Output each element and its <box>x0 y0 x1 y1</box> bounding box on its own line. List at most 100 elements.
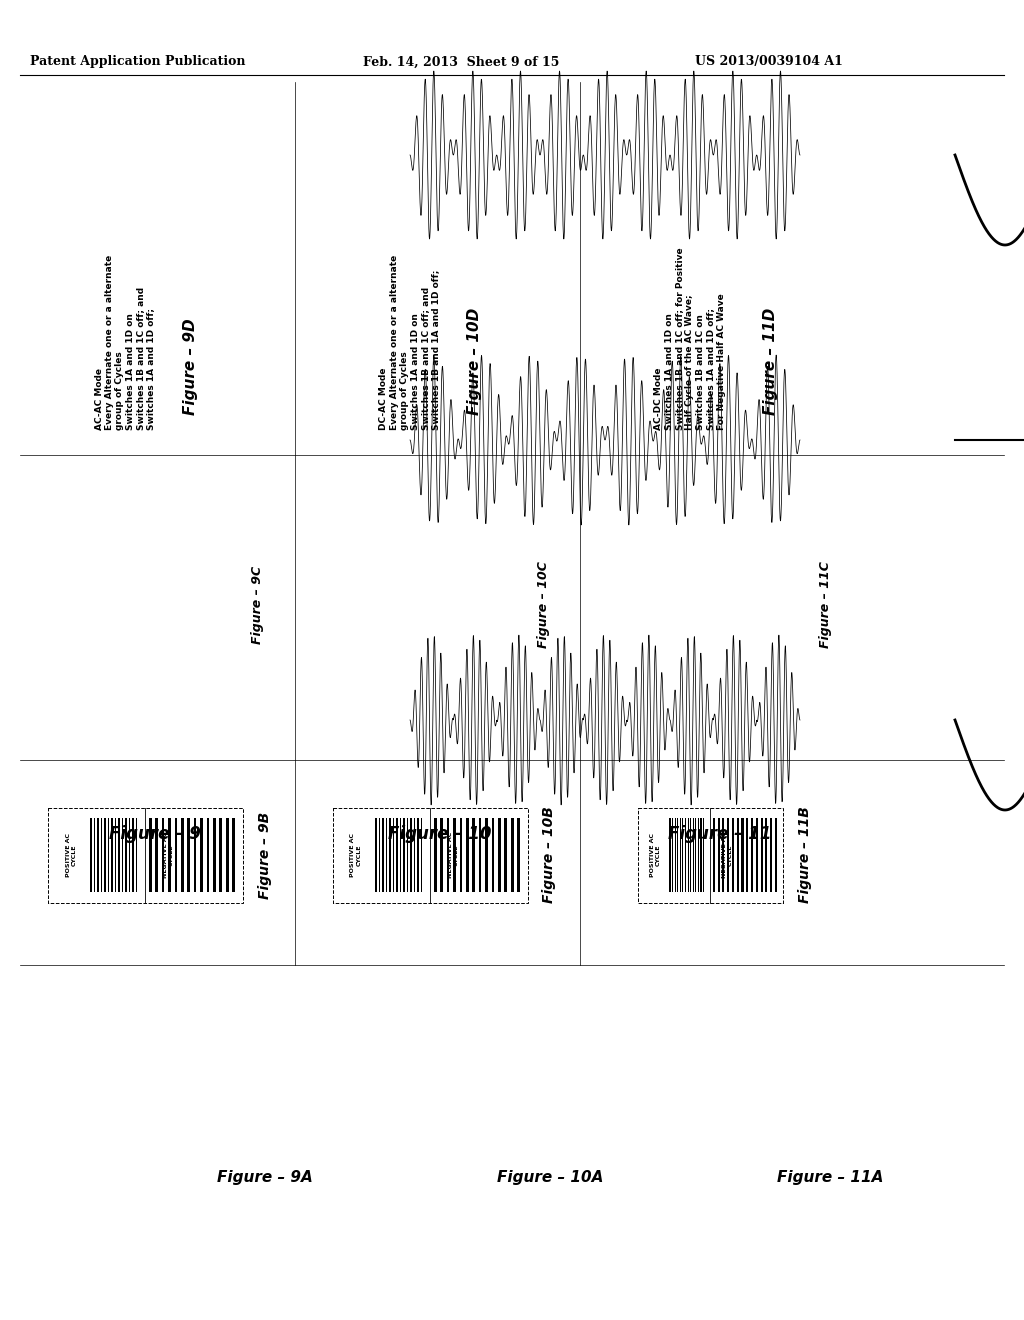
Text: Figure – 11: Figure – 11 <box>669 825 772 843</box>
Bar <box>672 818 673 892</box>
Text: POSITIVE AC
CYCLE: POSITIVE AC CYCLE <box>66 833 77 876</box>
Bar <box>687 818 688 892</box>
Bar <box>682 818 683 892</box>
Bar <box>692 818 694 892</box>
Bar <box>174 818 177 892</box>
Text: DC-AC Mode
Every Alternate one or a alternate
group of Cycles
Switches 1A and 1D: DC-AC Mode Every Alternate one or a alte… <box>380 255 440 430</box>
Bar <box>156 818 158 892</box>
Bar <box>746 818 749 892</box>
Bar <box>761 818 763 892</box>
Bar <box>765 818 767 892</box>
Text: US 2013/0039104 A1: US 2013/0039104 A1 <box>695 55 843 69</box>
Bar <box>104 818 105 892</box>
Bar <box>698 818 699 892</box>
Bar <box>703 818 705 892</box>
Bar <box>47 808 243 903</box>
Bar <box>90 818 92 892</box>
Bar <box>112 818 113 892</box>
Bar <box>638 808 782 903</box>
Text: Figure – 11B: Figure – 11B <box>798 807 811 903</box>
Bar <box>472 818 475 892</box>
Bar <box>100 818 102 892</box>
Bar <box>718 818 720 892</box>
Text: Figure – 10D: Figure – 10D <box>468 308 482 414</box>
Bar <box>414 818 415 892</box>
Bar <box>333 808 527 903</box>
Text: NEGATIVE AC
CYCLE: NEGATIVE AC CYCLE <box>163 832 174 878</box>
Bar <box>454 818 456 892</box>
Bar <box>756 818 758 892</box>
Text: POSITIVE AC
CYCLE: POSITIVE AC CYCLE <box>649 833 660 876</box>
Bar <box>677 818 678 892</box>
Bar <box>485 818 487 892</box>
Bar <box>421 818 422 892</box>
Bar <box>446 818 450 892</box>
Bar <box>382 818 384 892</box>
Bar <box>389 818 391 892</box>
Bar <box>118 818 120 892</box>
Bar <box>770 818 772 892</box>
Bar <box>492 818 495 892</box>
Text: Figure – 9D: Figure – 9D <box>182 318 198 414</box>
Text: NEGATIVE AC
CYCLE: NEGATIVE AC CYCLE <box>449 832 459 878</box>
Text: Figure – 11C: Figure – 11C <box>818 561 831 648</box>
Bar <box>403 818 404 892</box>
Bar <box>670 818 671 892</box>
Bar <box>713 818 715 892</box>
Text: Feb. 14, 2013  Sheet 9 of 15: Feb. 14, 2013 Sheet 9 of 15 <box>362 55 559 69</box>
Bar <box>775 818 777 892</box>
Text: Figure – 11A: Figure – 11A <box>777 1170 883 1185</box>
Bar <box>187 818 190 892</box>
Bar <box>511 818 513 892</box>
Bar <box>479 818 481 892</box>
Bar <box>736 818 738 892</box>
Bar <box>115 818 117 892</box>
Bar <box>685 818 686 892</box>
Bar <box>194 818 197 892</box>
Bar <box>434 818 436 892</box>
Bar <box>722 818 724 892</box>
Bar <box>407 818 409 892</box>
Bar <box>751 818 753 892</box>
Bar <box>125 818 127 892</box>
Text: Figure – 11D: Figure – 11D <box>763 308 777 414</box>
Bar <box>741 818 743 892</box>
Bar <box>376 818 377 892</box>
Bar <box>417 818 419 892</box>
Bar <box>680 818 681 892</box>
Bar <box>122 818 123 892</box>
Bar <box>386 818 387 892</box>
Bar <box>700 818 701 892</box>
Bar <box>440 818 443 892</box>
Bar <box>460 818 462 892</box>
Text: Figure – 10A: Figure – 10A <box>497 1170 603 1185</box>
Text: Patent Application Publication: Patent Application Publication <box>30 55 246 69</box>
Text: POSITIVE AC
CYCLE: POSITIVE AC CYCLE <box>350 833 361 876</box>
Bar <box>213 818 216 892</box>
Text: NEGATIVE AC
CYCLE: NEGATIVE AC CYCLE <box>722 832 733 878</box>
Bar <box>727 818 729 892</box>
Bar <box>466 818 469 892</box>
Bar <box>379 818 380 892</box>
Text: Figure – 10: Figure – 10 <box>388 825 492 843</box>
Text: AC-AC Mode
Every Alternate one or a alternate
group of Cycles
Switches 1A and 1D: AC-AC Mode Every Alternate one or a alte… <box>94 255 156 430</box>
Bar <box>225 818 228 892</box>
Bar <box>168 818 171 892</box>
Bar <box>135 818 137 892</box>
Bar <box>675 818 676 892</box>
Bar <box>393 818 394 892</box>
Text: Figure – 10B: Figure – 10B <box>543 807 556 903</box>
Bar <box>232 818 234 892</box>
Bar <box>399 818 401 892</box>
Bar <box>411 818 412 892</box>
Bar <box>396 818 397 892</box>
Bar <box>148 818 152 892</box>
Bar <box>94 818 95 892</box>
Bar <box>690 818 691 892</box>
Text: Figure – 9A: Figure – 9A <box>217 1170 313 1185</box>
Bar <box>207 818 209 892</box>
Bar <box>732 818 734 892</box>
Bar <box>129 818 130 892</box>
Bar <box>517 818 520 892</box>
Text: Figure – 10C: Figure – 10C <box>537 561 550 648</box>
